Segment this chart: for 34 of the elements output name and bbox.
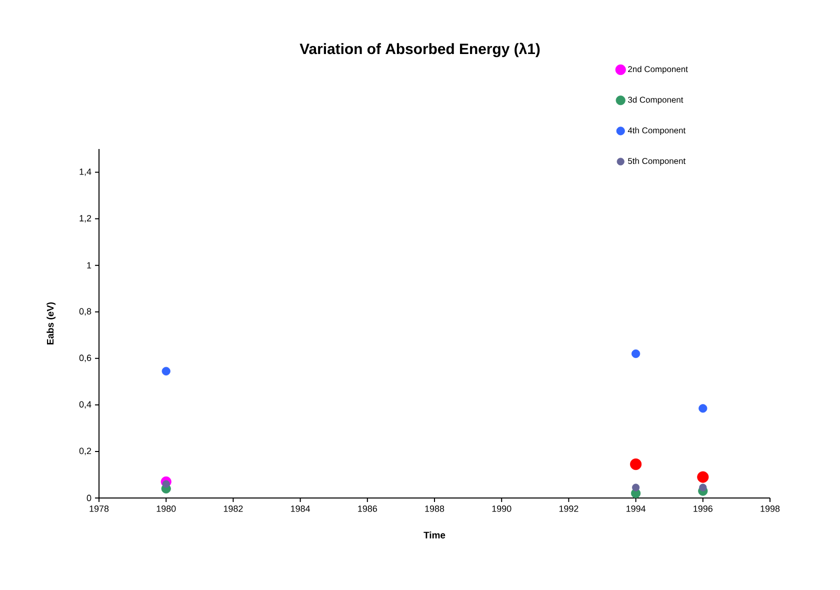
point xyxy=(630,458,642,470)
x-tick-label: 1986 xyxy=(358,506,377,512)
legend-label: 3d Component xyxy=(628,96,684,104)
y-tick-label: 0,2 xyxy=(79,448,92,456)
y-tick-label: 1,2 xyxy=(80,215,92,222)
chart-title: Variation of Absorbed Energy (λ1) xyxy=(300,42,540,58)
x-tick-label: 1998 xyxy=(760,506,780,512)
x-tick-label: 1996 xyxy=(694,506,712,512)
y-tick-label: 0,6 xyxy=(79,354,92,362)
point xyxy=(162,480,170,488)
x-tick-label: 1982 xyxy=(224,506,243,512)
y-axis-title: Eabs (eV) xyxy=(46,302,56,344)
point xyxy=(632,484,640,492)
x-tick-label: 1994 xyxy=(626,506,646,512)
x-tick-label: 1984 xyxy=(291,506,310,512)
x-tick-label: 1980 xyxy=(156,506,176,512)
y-tick-label: 0,8 xyxy=(79,308,92,316)
legend-label: 2nd Component xyxy=(628,66,688,74)
y-tick-label: 1,4 xyxy=(80,168,92,176)
x-tick-label: 1992 xyxy=(559,506,578,512)
x-axis-title: Time xyxy=(424,532,446,538)
point xyxy=(699,484,707,492)
legend-label: 5th Component xyxy=(628,158,686,166)
point xyxy=(697,471,709,483)
x-tick-label: 1990 xyxy=(492,506,512,512)
y-tick-label: 0 xyxy=(86,494,92,502)
point xyxy=(162,366,170,376)
y-tick-label: 0,4 xyxy=(79,401,92,409)
legend-label: 4th Component xyxy=(628,127,686,136)
x-tick-label: 1978 xyxy=(90,506,109,512)
y-tick-label: 1 xyxy=(87,262,92,268)
point xyxy=(632,349,640,358)
x-tick-label: 1988 xyxy=(425,506,444,512)
point xyxy=(698,404,708,413)
